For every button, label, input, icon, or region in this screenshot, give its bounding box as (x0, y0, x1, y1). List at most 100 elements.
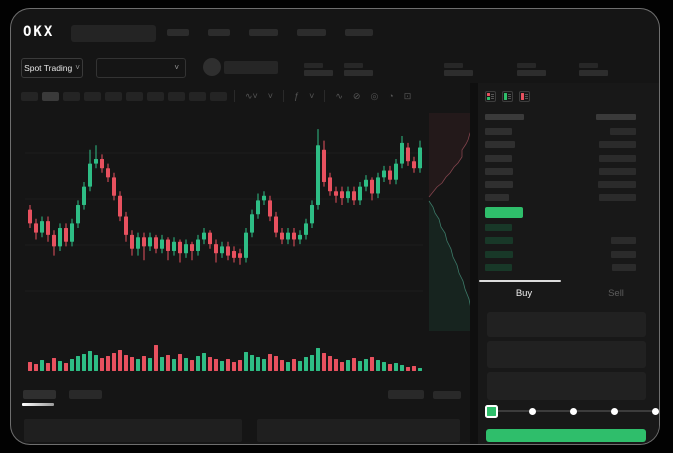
trade-side-panel: Buy Sell (478, 83, 659, 444)
timeframe-button[interactable] (147, 91, 164, 101)
stat-label-placeholder (344, 63, 363, 68)
stat-value-placeholder (344, 70, 373, 76)
price-bar (485, 263, 512, 271)
stat-label-placeholder (444, 63, 463, 68)
ticker-stat-placeholder (344, 63, 374, 83)
market-type-selector[interactable]: Spot Trading ˅ (21, 58, 83, 78)
order-book-bid-row[interactable] (485, 221, 636, 234)
okx-logo[interactable]: OKX (23, 24, 55, 40)
order-book-ask-row[interactable] (485, 165, 636, 178)
line-tool-icon[interactable]: ∿ (335, 91, 343, 101)
orderbook-asks (485, 125, 636, 205)
divider (324, 90, 326, 102)
buy-tab-indicator (479, 280, 561, 282)
search-input[interactable] (71, 25, 156, 42)
timeframe-button[interactable] (63, 91, 80, 101)
chart-gridlines (25, 152, 423, 292)
timeframe-button[interactable] (126, 91, 143, 101)
tab-buy[interactable]: Buy (515, 287, 533, 299)
price-bar (485, 194, 509, 202)
buy-submit-button[interactable] (486, 429, 646, 442)
amount-bar (610, 128, 636, 135)
slider-stop-dot[interactable] (528, 407, 536, 415)
drawing-tool-icon[interactable]: ⊘ (352, 91, 361, 101)
timeframe-button[interactable] (210, 91, 227, 101)
timeframe-button[interactable] (84, 91, 101, 101)
nav-item-placeholder[interactable] (167, 29, 189, 36)
app-window: OKX Spot Trading ˅ ˅ ∿˅ ˅ ƒ ˅ ∿ ⊘ ◎ ◔ ⊡ Buy Sell (10, 8, 660, 445)
amount-bar (599, 194, 636, 202)
stat-value-placeholder (304, 70, 333, 76)
slider-handle[interactable] (484, 405, 498, 418)
last-price-badge[interactable] (485, 207, 523, 218)
trade-tabs: Buy Sell (478, 284, 659, 302)
nav-item-placeholder[interactable] (345, 29, 373, 36)
order-book-ask-row[interactable] (485, 152, 636, 165)
indicators-icon[interactable]: ƒ (294, 91, 300, 101)
amount-slider[interactable] (481, 404, 659, 418)
order-form-field[interactable] (487, 341, 646, 368)
combined-book-icon[interactable] (485, 91, 496, 102)
amount-bar (598, 181, 636, 189)
active-tab-underline (22, 403, 54, 406)
order-book-ask-row[interactable] (485, 178, 636, 191)
interval-caret-icon[interactable]: ˅ (267, 91, 274, 101)
history-icon[interactable]: ◔ (388, 91, 394, 101)
orderbook-header (485, 114, 636, 120)
order-form-field[interactable] (487, 372, 646, 400)
pair-logo-avatar[interactable] (203, 58, 221, 76)
indicators-caret-icon[interactable]: ˅ (309, 91, 315, 101)
depth-chart (428, 112, 480, 331)
amount-bar (611, 237, 636, 245)
divider (283, 90, 285, 102)
price-bar (485, 250, 513, 258)
nav-item-placeholder[interactable] (208, 29, 230, 36)
pair-selector-dropdown[interactable]: ˅ (96, 58, 186, 78)
order-book-bid-row[interactable] (485, 261, 636, 274)
orders-tab-active[interactable] (23, 390, 56, 399)
slider-stop-dot[interactable] (569, 407, 577, 415)
orders-table-placeholder (257, 419, 460, 442)
stat-label-placeholder (304, 63, 323, 68)
orders-tab-secondary[interactable] (69, 390, 102, 399)
nav-item-placeholder[interactable] (249, 29, 278, 36)
fullscreen-icon[interactable]: ⊡ (403, 91, 412, 101)
order-book-bid-row[interactable] (485, 248, 636, 261)
order-form-field[interactable] (487, 312, 646, 337)
nav-item-placeholder[interactable] (297, 29, 326, 36)
order-book-bid-row[interactable] (485, 234, 636, 247)
price-chart-svg[interactable] (25, 109, 483, 379)
price-bar (485, 141, 515, 149)
order-book-ask-row[interactable] (485, 125, 636, 138)
topnav-menu (167, 29, 373, 36)
price-bar (485, 237, 513, 245)
orders-filter-placeholder[interactable] (433, 391, 461, 399)
asks-only-icon[interactable] (519, 91, 530, 102)
price-bar (485, 167, 513, 175)
amount-bar (599, 141, 636, 149)
tab-sell[interactable]: Sell (608, 287, 624, 299)
amount-column-header (596, 114, 636, 120)
slider-stop-dot[interactable] (651, 407, 659, 415)
stat-value-placeholder (517, 70, 546, 76)
timeframe-button[interactable] (168, 91, 185, 101)
screenshot-icon[interactable]: ◎ (370, 91, 379, 101)
timeframe-button[interactable] (21, 91, 38, 101)
candlesticks (28, 129, 422, 265)
bids-only-icon[interactable] (502, 91, 513, 102)
order-book-ask-row[interactable] (485, 138, 636, 151)
slider-stop-dot[interactable] (610, 407, 618, 415)
orders-table-placeholder (24, 419, 242, 442)
price-bar (485, 181, 513, 189)
market-type-label: Spot Trading (24, 63, 73, 73)
price-bar (485, 128, 512, 135)
order-book-ask-row[interactable] (485, 191, 636, 204)
timeframe-button[interactable] (42, 91, 59, 101)
timeframe-button[interactable] (105, 91, 122, 101)
orders-filter-placeholder[interactable] (388, 390, 424, 399)
amount-bar (611, 250, 636, 258)
chart-style-icon[interactable]: ∿˅ (245, 91, 258, 101)
timeframe-button[interactable] (189, 91, 206, 101)
chart-toolbar: ∿˅ ˅ ƒ ˅ ∿ ⊘ ◎ ◔ ⊡ (21, 90, 414, 102)
panel-divider (470, 83, 478, 444)
